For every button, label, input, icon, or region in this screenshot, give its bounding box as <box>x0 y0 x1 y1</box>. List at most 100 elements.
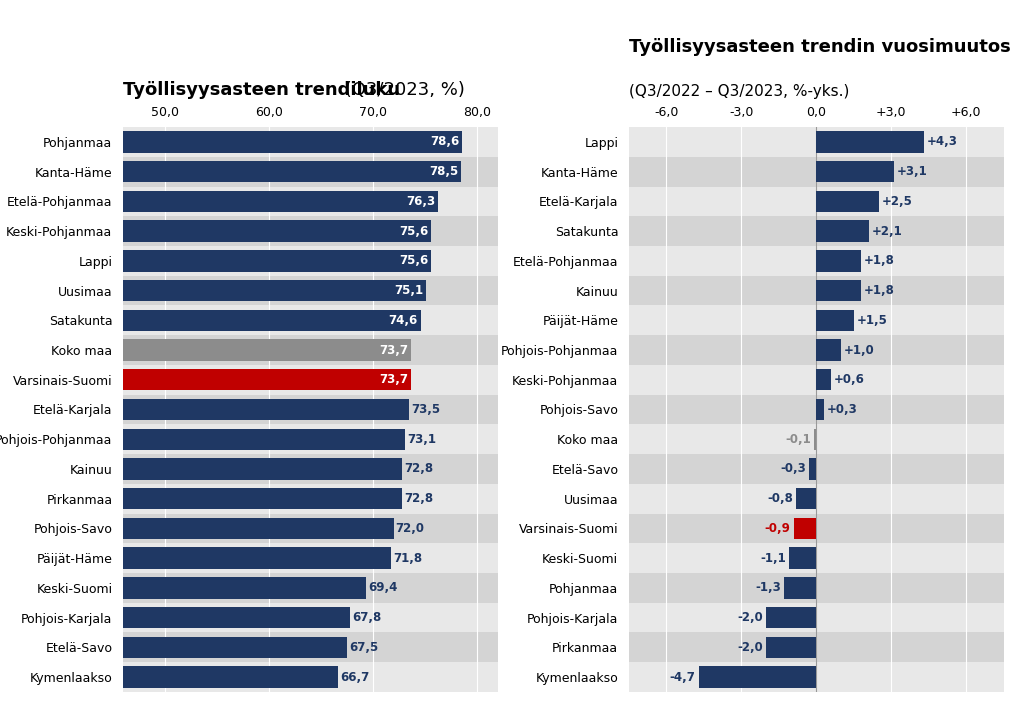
Text: 73,5: 73,5 <box>412 403 440 416</box>
Text: 69,4: 69,4 <box>369 581 398 594</box>
Bar <box>123 484 498 513</box>
Bar <box>766 607 816 628</box>
Text: +1,8: +1,8 <box>864 254 895 268</box>
Bar <box>629 633 1004 662</box>
Bar <box>123 250 431 272</box>
Text: Työllisyysasteen trendiluku: Työllisyysasteen trendiluku <box>123 81 400 99</box>
Bar <box>123 161 461 182</box>
Bar <box>123 458 401 479</box>
Bar <box>123 369 412 390</box>
Bar <box>629 662 1004 692</box>
Text: 72,8: 72,8 <box>403 462 433 475</box>
Bar <box>123 577 367 599</box>
Bar <box>629 335 1004 365</box>
Text: Työllisyysasteen trendin vuosimuutos: Työllisyysasteen trendin vuosimuutos <box>629 39 1011 56</box>
Bar <box>629 127 1004 157</box>
Text: +0,3: +0,3 <box>826 403 857 416</box>
Bar <box>816 191 879 212</box>
Text: 75,6: 75,6 <box>399 254 428 268</box>
Bar <box>629 424 1004 454</box>
Bar <box>629 543 1004 573</box>
Bar <box>123 607 350 628</box>
Bar <box>123 547 391 569</box>
Text: 72,8: 72,8 <box>403 492 433 505</box>
Text: 67,5: 67,5 <box>349 641 378 654</box>
Bar <box>698 666 816 688</box>
Text: 72,0: 72,0 <box>395 522 425 535</box>
Text: -0,1: -0,1 <box>785 433 811 445</box>
Bar <box>629 186 1004 216</box>
Bar <box>814 429 816 450</box>
Text: +0,6: +0,6 <box>835 373 865 386</box>
Text: +1,5: +1,5 <box>857 313 888 327</box>
Text: +2,1: +2,1 <box>871 225 902 238</box>
Text: -2,0: -2,0 <box>737 641 763 654</box>
Bar <box>123 454 498 484</box>
Bar <box>123 216 498 246</box>
Bar <box>629 276 1004 306</box>
Text: 73,7: 73,7 <box>380 344 409 357</box>
Bar <box>123 603 498 633</box>
Text: (Q3/2022 – Q3/2023, %-yks.): (Q3/2022 – Q3/2023, %-yks.) <box>629 84 849 99</box>
Bar <box>629 603 1004 633</box>
Text: 75,1: 75,1 <box>394 284 423 297</box>
Bar <box>629 454 1004 484</box>
Bar <box>629 216 1004 246</box>
Bar <box>123 633 498 662</box>
Text: 76,3: 76,3 <box>407 195 435 208</box>
Text: 73,1: 73,1 <box>408 433 436 445</box>
Bar <box>123 488 401 509</box>
Bar <box>794 517 816 539</box>
Bar <box>123 157 498 186</box>
Bar <box>123 395 498 424</box>
Bar <box>123 424 498 454</box>
Bar <box>816 369 831 390</box>
Text: 66,7: 66,7 <box>340 671 370 683</box>
Bar <box>816 310 854 331</box>
Bar <box>123 310 421 331</box>
Text: 78,6: 78,6 <box>430 136 460 148</box>
Text: +1,0: +1,0 <box>844 344 874 357</box>
Text: -0,8: -0,8 <box>767 492 794 505</box>
Bar <box>123 280 426 301</box>
Bar <box>123 666 338 688</box>
Bar <box>629 513 1004 543</box>
Bar <box>816 161 894 182</box>
Bar <box>123 513 498 543</box>
Text: +1,8: +1,8 <box>864 284 895 297</box>
Bar <box>816 131 924 152</box>
Bar <box>123 517 393 539</box>
Text: 73,7: 73,7 <box>380 373 409 386</box>
Bar <box>797 488 816 509</box>
Text: +3,1: +3,1 <box>897 165 928 178</box>
Text: 78,5: 78,5 <box>429 165 459 178</box>
Bar <box>123 191 438 212</box>
Text: 71,8: 71,8 <box>393 551 423 565</box>
Bar <box>816 399 823 420</box>
Bar <box>629 573 1004 603</box>
Bar <box>123 365 498 395</box>
Bar <box>629 306 1004 335</box>
Text: 67,8: 67,8 <box>352 611 381 624</box>
Bar <box>809 458 816 479</box>
Text: -2,0: -2,0 <box>737 611 763 624</box>
Bar <box>123 399 410 420</box>
Bar <box>123 186 498 216</box>
Bar <box>783 577 816 599</box>
Bar <box>816 220 868 242</box>
Bar <box>123 131 462 152</box>
Text: +2,5: +2,5 <box>882 195 912 208</box>
Bar <box>816 280 861 301</box>
Text: 74,6: 74,6 <box>389 313 418 327</box>
Text: +4,3: +4,3 <box>927 136 957 148</box>
Bar <box>629 246 1004 276</box>
Bar <box>816 250 861 272</box>
Bar <box>629 395 1004 424</box>
Bar <box>816 340 841 361</box>
Text: -4,7: -4,7 <box>670 671 695 683</box>
Bar <box>123 220 431 242</box>
Text: -1,3: -1,3 <box>755 581 780 594</box>
Bar <box>123 637 347 658</box>
Bar <box>123 335 498 365</box>
Bar <box>629 365 1004 395</box>
